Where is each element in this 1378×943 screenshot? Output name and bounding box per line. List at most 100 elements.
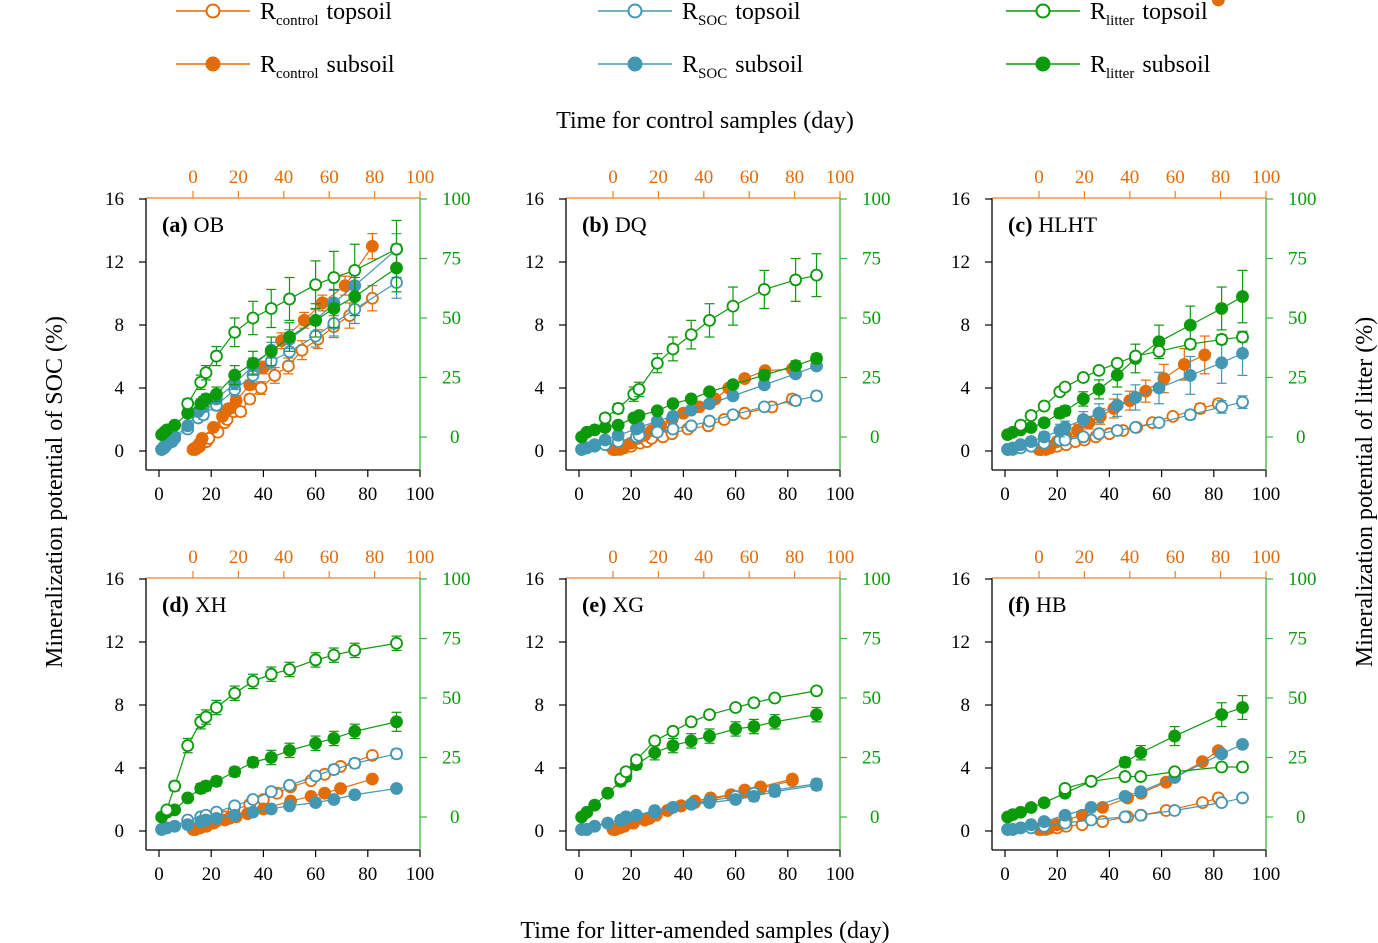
data-point [729,722,742,736]
data-point [632,382,646,396]
left-y-tick-label: 12 [951,632,970,653]
data-point [747,696,761,710]
data-point [726,378,740,392]
data-point [199,392,213,406]
top-x-tick-label: 60 [740,547,759,568]
bottom-x-tick-label: 0 [574,484,584,505]
data-point [246,755,260,769]
data-point [703,385,716,399]
right-y-tick-label: 0 [870,807,880,828]
data-point [632,409,646,422]
data-point [1134,746,1148,760]
data-point [684,419,698,433]
series-r-soc-subsoil [1001,737,1249,836]
data-point [650,425,664,439]
left-y-tick-label: 12 [105,632,124,653]
panel-ob: 0 4 8 12 16 0 20 40 60 80 100 0 20 40 60 80 100 0 25 50 75 10… [105,167,471,505]
left-y-tick-label: 4 [961,378,971,399]
top-x-tick-label: 80 [365,547,384,568]
data-point [703,313,716,327]
data-point [1118,789,1132,803]
left-y-tick-label: 12 [525,252,544,273]
data-point [390,782,403,795]
data-point [229,394,243,408]
left-y-tick-label: 0 [535,821,545,842]
series-r-litter-topsoil [1014,330,1249,432]
data-point [810,708,823,722]
data-point [309,736,323,750]
data-point [757,400,771,414]
data-point [365,239,379,253]
left-y-tick-label: 12 [951,252,970,273]
right-y-tick-label: 0 [450,807,460,828]
left-y-tick-label: 0 [961,441,971,462]
data-point [666,342,680,356]
bottom-x-tick-label: 100 [826,484,855,505]
data-point [810,268,823,282]
data-point [264,344,278,358]
series-r-litter-topsoil [614,684,823,786]
top-x-tick-label: 0 [188,167,198,188]
top-x-tick-label: 100 [1252,167,1281,188]
legend-item-litter-top: Rlitter topsoil [1006,0,1208,29]
data-point [1183,337,1197,351]
bottom-x-tick-label: 40 [254,484,273,505]
data-point [588,819,602,833]
data-point [390,636,403,650]
data-point [264,751,278,764]
bottom-x-tick-label: 20 [202,864,221,885]
data-point [1215,796,1229,810]
data-point [168,819,182,833]
data-point [210,774,223,788]
data-point [228,765,242,779]
data-point [1076,413,1090,426]
data-point [648,734,662,748]
data-point [810,684,823,698]
data-point [580,805,594,819]
data-point [1134,808,1148,822]
data-point [246,674,260,688]
top-x-tick-label: 0 [1034,167,1044,188]
data-point [309,278,323,292]
data-point [1129,420,1142,434]
data-point [246,311,260,325]
series-r-litter-subsoil [575,352,823,444]
data-point [327,732,341,745]
bottom-x-tick-label: 100 [406,484,435,505]
top-x-tick-label: 60 [1166,547,1185,568]
left-y-tick-label: 8 [115,315,125,336]
top-x-tick-label: 0 [608,167,618,188]
top-x-tick-label: 20 [649,547,668,568]
top-x-tick-label: 20 [1075,547,1094,568]
legend-item-control-sub: Rcontrol subsoil [176,52,395,82]
data-point [283,778,296,792]
data-point [666,739,680,752]
right-y-tick-label: 0 [1296,807,1306,828]
right-y-tick-label: 75 [862,249,881,270]
bottom-x-tick-label: 20 [622,484,641,505]
data-point [327,648,341,662]
panel-label: (f) HB [1008,592,1067,617]
top-x-tick-label: 100 [406,167,435,188]
legend-item-control-top: Rcontrol topsoil [176,0,392,29]
right-y-tick-label: 100 [862,189,891,210]
open-circle-marker-icon [1035,3,1051,19]
top-x-tick-label: 40 [1120,167,1139,188]
right-y-tick-label: 25 [442,368,461,389]
data-point [1092,382,1106,396]
bottom-x-tick-label: 0 [574,864,584,885]
data-point [1236,737,1249,751]
right-y-tick-label: 75 [442,629,461,650]
top-x-tick-label: 80 [1211,167,1230,188]
data-point [283,799,296,813]
data-point [1058,420,1072,434]
bottom-x-tick-label: 60 [306,864,325,885]
data-point [199,710,213,724]
data-point [1152,344,1166,358]
top-x-tick-label: 20 [1075,167,1094,188]
legend-label: RSOC subsoil [682,52,804,82]
series-line [1007,296,1243,436]
data-point [1118,755,1132,769]
left-y-tick-label: 8 [961,695,971,716]
data-point [210,349,223,363]
